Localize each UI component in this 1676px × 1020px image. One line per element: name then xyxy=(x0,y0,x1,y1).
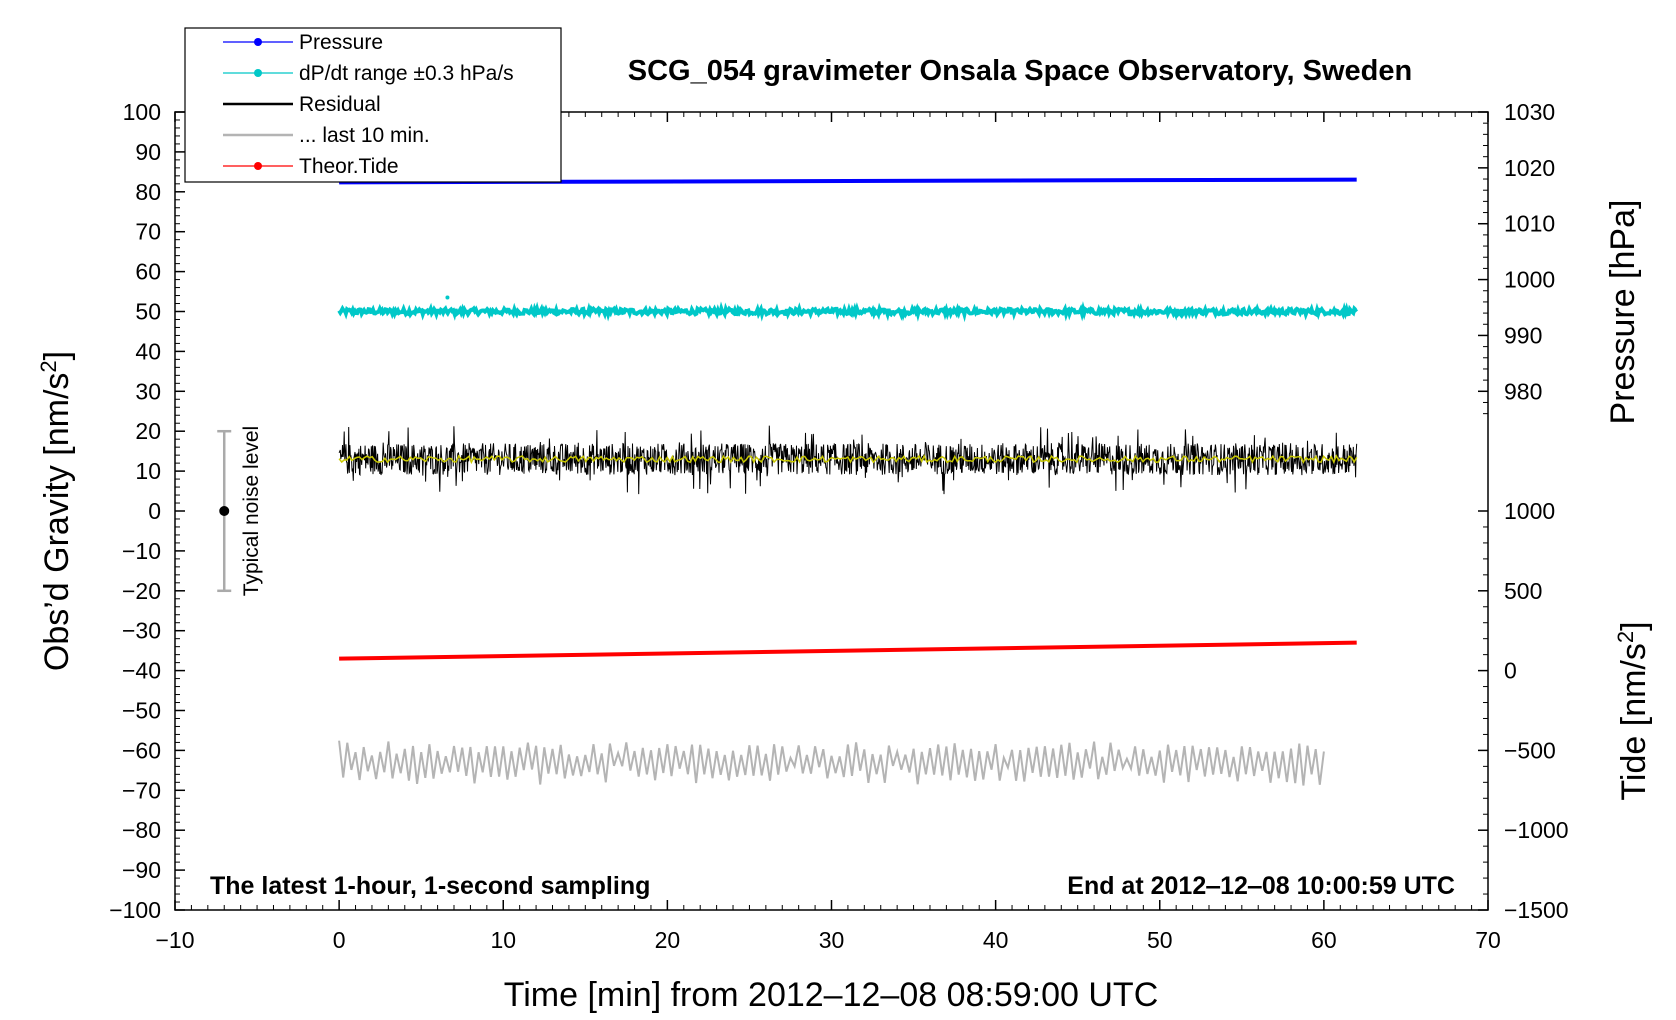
y-tick-label: 10 xyxy=(135,458,161,484)
legend-label: dP/dt range ±0.3 hPa/s xyxy=(299,62,514,85)
x-tick-label: 50 xyxy=(1147,927,1173,953)
y-tick-label: 0 xyxy=(148,498,161,524)
x-tick-label: 10 xyxy=(490,927,516,953)
x-tick-label: −10 xyxy=(155,927,194,953)
legend-marker xyxy=(254,69,262,77)
annotation-right: End at 2012‒12‒08 10:00:59 UTC xyxy=(1067,872,1455,900)
y-tick-label: 70 xyxy=(135,219,161,245)
series-tide xyxy=(339,640,1357,661)
y-axis-title-tide: Tide [nm/s2] xyxy=(1613,621,1654,800)
y-tick-label: −90 xyxy=(122,857,161,883)
pressure-tick-label: 990 xyxy=(1504,322,1542,348)
legend-label: Pressure xyxy=(299,31,383,54)
y-axis-title-left: Obs’d Gravity [nm/s2] xyxy=(36,351,77,671)
legend-label: Theor.Tide xyxy=(299,155,399,178)
tide-tick-label: −1500 xyxy=(1504,897,1569,923)
legend-marker xyxy=(254,162,262,170)
y-tick-label: 40 xyxy=(135,338,161,364)
y-tick-label: 80 xyxy=(135,179,161,205)
tide-tick-label: 0 xyxy=(1504,658,1517,684)
y-tick-label: 20 xyxy=(135,418,161,444)
series-smoothed xyxy=(338,454,1358,465)
noise-bar-center xyxy=(219,506,230,516)
x-tick-label: 70 xyxy=(1475,927,1501,953)
annotation-left: The latest 1‑hour, 1‑second sampling xyxy=(210,872,650,900)
y-tick-label: 90 xyxy=(135,139,161,165)
y-tick-label: −80 xyxy=(122,817,161,843)
tide-tick-label: −1000 xyxy=(1504,817,1569,843)
pressure-tick-label: 1010 xyxy=(1504,211,1555,237)
tide-tick-label: 1000 xyxy=(1504,498,1555,524)
pressure-tick-label: 1020 xyxy=(1504,155,1555,181)
x-tick-label: 0 xyxy=(333,927,346,953)
y-tick-label: 30 xyxy=(135,378,161,404)
x-tick-label: 40 xyxy=(983,927,1009,953)
x-tick-label: 30 xyxy=(819,927,845,953)
pressure-tick-label: 980 xyxy=(1504,378,1542,404)
series-dpdt xyxy=(337,301,1359,323)
series-dpdt-outlier xyxy=(445,295,450,300)
y-tick-label: 100 xyxy=(123,99,161,125)
noise-bar-label: Typical noise level xyxy=(240,426,263,596)
y-tick-label: −100 xyxy=(109,897,161,923)
series-residual xyxy=(338,425,1358,495)
pressure-tick-label: 1000 xyxy=(1504,267,1555,293)
y-tick-label: −10 xyxy=(122,538,161,564)
y-tick-label: −30 xyxy=(122,618,161,644)
plot-frame xyxy=(174,111,1489,911)
chart-title: SCG_054 gravimeter Onsala Space Observat… xyxy=(628,55,1412,87)
legend-label: ... last 10 min. xyxy=(299,124,430,147)
y-tick-label: −20 xyxy=(122,578,161,604)
y-tick-label: −40 xyxy=(122,658,161,684)
y-tick-label: −50 xyxy=(122,698,161,724)
y-tick-label: −60 xyxy=(122,737,161,763)
x-axis-title: Time [min] from 2012‒12‒08 08:59:00 UTC xyxy=(504,976,1159,1014)
series-last-10-min xyxy=(338,740,1325,786)
tide-tick-label: 500 xyxy=(1504,578,1542,604)
tide-tick-label: −500 xyxy=(1504,737,1556,763)
pressure-tick-label: 1030 xyxy=(1504,99,1555,125)
x-tick-label: 20 xyxy=(655,927,681,953)
y-tick-label: 60 xyxy=(135,259,161,285)
y-axis-title-pressure: Pressure [hPa] xyxy=(1604,200,1642,425)
y-tick-label: −70 xyxy=(122,777,161,803)
y-tick-label: 50 xyxy=(135,299,161,325)
legend-label: Residual xyxy=(299,93,381,116)
x-tick-label: 60 xyxy=(1311,927,1337,953)
legend-marker xyxy=(254,38,262,46)
